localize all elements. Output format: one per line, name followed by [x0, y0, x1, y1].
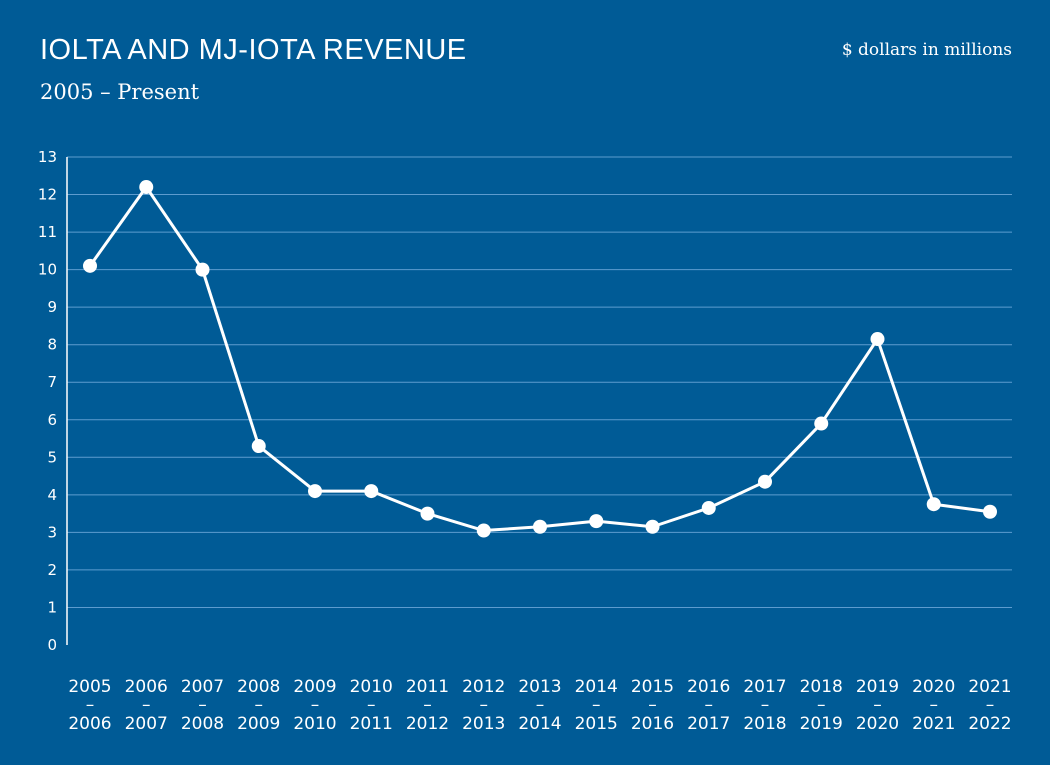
x-tick-label-separator: –	[592, 695, 601, 715]
x-tick-label-bottom: 2018	[743, 714, 786, 734]
y-tick-label: 7	[47, 373, 57, 391]
x-tick-label-top: 2020	[912, 677, 955, 697]
x-tick-label-separator: –	[198, 695, 207, 715]
y-tick-label: 6	[47, 411, 57, 429]
x-tick-label-separator: –	[86, 695, 95, 715]
x-tick-label-top: 2005	[68, 677, 111, 697]
y-tick-label: 8	[47, 336, 57, 354]
x-tick-label-separator: –	[873, 695, 882, 715]
x-tick-label-separator: –	[480, 695, 489, 715]
data-point	[983, 504, 997, 519]
data-point	[701, 500, 716, 515]
x-tick-label-top: 2018	[800, 677, 843, 697]
x-tick-label-bottom: 2012	[406, 714, 449, 734]
x-tick-label-bottom: 2021	[912, 714, 955, 734]
x-tick-label-bottom: 2022	[968, 714, 1011, 734]
unit-note: $ dollars in millions	[841, 40, 1012, 60]
data-point	[308, 484, 322, 499]
x-tick-label-bottom: 2016	[631, 714, 674, 734]
series-layer	[83, 180, 997, 538]
data-point	[645, 519, 660, 534]
data-point	[476, 523, 491, 538]
y-tick-label: 4	[47, 486, 57, 504]
data-point	[589, 514, 604, 529]
x-axis: 2005–20062006–20072007–20082008–20092009…	[68, 677, 1011, 734]
data-point	[83, 258, 97, 273]
y-tick-label: 3	[47, 523, 57, 541]
data-point	[926, 497, 941, 512]
y-tick-label: 1	[47, 598, 57, 616]
x-tick-label-top: 2012	[462, 677, 505, 697]
x-tick-label-bottom: 2014	[518, 714, 561, 734]
x-tick-label-top: 2010	[350, 677, 393, 697]
x-tick-label-separator: –	[255, 695, 264, 715]
data-point	[139, 180, 154, 195]
x-tick-label-top: 2019	[856, 677, 899, 697]
data-point	[870, 332, 885, 347]
x-tick-label-separator: –	[311, 695, 320, 715]
series-line	[88, 185, 991, 533]
y-tick-label: 10	[38, 261, 57, 279]
x-tick-label-bottom: 2011	[350, 714, 393, 734]
chart-subtitle: 2005 – Present	[40, 80, 200, 104]
x-tick-label-top: 2006	[125, 677, 168, 697]
y-tick-label: 9	[47, 298, 57, 316]
x-tick-label-top: 2015	[631, 677, 674, 697]
data-point	[758, 474, 772, 489]
x-tick-label-bottom: 2008	[181, 714, 224, 734]
x-tick-label-separator: –	[423, 695, 432, 715]
x-tick-label-top: 2008	[237, 677, 280, 697]
x-tick-label-top: 2009	[293, 677, 336, 697]
x-tick-label-top: 2021	[968, 677, 1011, 697]
x-tick-label-bottom: 2015	[575, 714, 618, 734]
x-tick-label-separator: –	[930, 695, 939, 715]
x-tick-label-separator: –	[367, 695, 376, 715]
y-tick-label: 2	[47, 561, 57, 579]
x-tick-label-bottom: 2010	[293, 714, 336, 734]
x-tick-label-bottom: 2017	[687, 714, 730, 734]
x-tick-label-separator: –	[142, 695, 151, 715]
y-tick-label: 12	[38, 186, 57, 204]
chart-title: IOLTA AND MJ-IOTA REVENUE	[40, 34, 467, 66]
x-tick-label-top: 2013	[518, 677, 561, 697]
data-point	[533, 519, 547, 534]
grid-lines	[67, 156, 1012, 608]
x-tick-label-top: 2014	[575, 677, 618, 697]
data-point	[420, 506, 435, 521]
x-tick-label-top: 2017	[743, 677, 786, 697]
y-tick-label: 5	[47, 448, 57, 466]
data-point	[364, 484, 379, 499]
x-tick-label-separator: –	[648, 695, 657, 715]
x-tick-label-bottom: 2019	[800, 714, 843, 734]
x-tick-label-bottom: 2006	[68, 714, 111, 734]
x-tick-label-bottom: 2020	[856, 714, 899, 734]
x-tick-label-bottom: 2013	[462, 714, 505, 734]
x-tick-label-separator: –	[817, 695, 826, 715]
x-tick-label-separator: –	[986, 695, 995, 715]
x-tick-label-separator: –	[536, 695, 545, 715]
x-tick-label-bottom: 2007	[125, 714, 168, 734]
data-point	[251, 439, 266, 454]
y-tick-label: 0	[47, 636, 57, 654]
x-tick-label-top: 2007	[181, 677, 224, 697]
x-tick-label-separator: –	[761, 695, 770, 715]
x-tick-label-separator: –	[705, 695, 714, 715]
data-point	[814, 416, 829, 431]
data-point	[195, 262, 210, 277]
x-tick-label-bottom: 2009	[237, 714, 280, 734]
x-tick-label-top: 2011	[406, 677, 449, 697]
y-tick-label: 13	[38, 148, 57, 166]
y-tick-label: 11	[38, 223, 57, 241]
x-tick-label-top: 2016	[687, 677, 730, 697]
